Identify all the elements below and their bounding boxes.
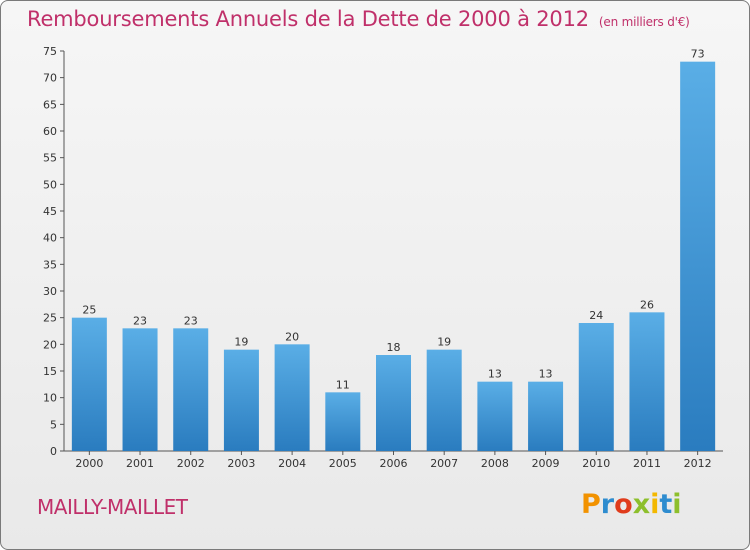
bar — [122, 328, 158, 451]
x-tick-label: 2006 — [380, 457, 408, 470]
bar-value-label: 25 — [82, 304, 96, 317]
bar — [528, 381, 564, 451]
x-tick-label: 2002 — [177, 457, 205, 470]
chart-axes: 0 5 10 15 20 25 30 35 40 45 50 55 60 65 70 75 — [43, 45, 723, 458]
chart-labels: 25 2000 23 2001 23 2002 19 2003 20 2004 11 2005 18 20… — [75, 48, 711, 470]
x-tick-label: 2008 — [481, 457, 509, 470]
bar — [426, 349, 462, 451]
bar-value-label: 18 — [387, 341, 401, 354]
bar-value-label: 23 — [133, 314, 147, 327]
x-tick-label: 2007 — [430, 457, 458, 470]
y-tick-label: 10 — [43, 392, 57, 405]
x-tick-label: 2003 — [227, 457, 255, 470]
bar-value-label: 19 — [437, 336, 451, 349]
y-tick-label: 50 — [43, 178, 57, 191]
y-tick-label: 75 — [43, 45, 57, 58]
x-tick-label: 2001 — [126, 457, 154, 470]
y-tick-label: 20 — [43, 338, 57, 351]
y-tick-label: 15 — [43, 365, 57, 378]
bar — [71, 317, 107, 451]
bar — [223, 349, 259, 451]
bar — [173, 328, 209, 451]
y-tick-label: 55 — [43, 152, 57, 165]
bar — [376, 355, 411, 451]
chart-unit: (en milliers d'€) — [598, 15, 690, 29]
bar — [629, 312, 665, 451]
bar-value-label: 19 — [234, 336, 248, 349]
x-tick-label: 2005 — [329, 457, 357, 470]
chart-title-text: Remboursements Annuels de la Dette de 20… — [27, 7, 589, 31]
x-tick-label: 2004 — [278, 457, 306, 470]
bar — [578, 323, 614, 451]
y-tick-label: 25 — [43, 312, 57, 325]
bar — [680, 61, 716, 452]
y-tick-label: 65 — [43, 98, 57, 111]
bar-value-label: 73 — [691, 48, 705, 61]
bar — [274, 344, 310, 451]
bar-value-label: 26 — [640, 298, 654, 311]
bar-value-label: 24 — [589, 309, 603, 322]
x-tick-label: 2011 — [633, 457, 661, 470]
y-tick-label: 35 — [43, 258, 57, 271]
bar — [325, 392, 361, 451]
y-tick-label: 30 — [43, 285, 57, 298]
proxiti-logo: Proxiti — [581, 489, 682, 520]
x-tick-label: 2000 — [75, 457, 103, 470]
bar — [477, 381, 513, 451]
y-tick-label: 45 — [43, 205, 57, 218]
bar-value-label: 20 — [285, 330, 299, 343]
chart-bars — [71, 61, 716, 452]
y-tick-label: 0 — [50, 445, 57, 458]
y-tick-label: 40 — [43, 232, 57, 245]
x-tick-label: 2010 — [582, 457, 610, 470]
bar-value-label: 11 — [336, 378, 350, 391]
x-tick-label: 2009 — [532, 457, 560, 470]
x-tick-label: 2012 — [684, 457, 712, 470]
bar-value-label: 23 — [184, 314, 198, 327]
y-tick-label: 60 — [43, 125, 57, 138]
bar-value-label: 13 — [539, 368, 553, 381]
chart-title: Remboursements Annuels de la Dette de 20… — [27, 7, 690, 31]
y-tick-label: 5 — [50, 418, 57, 431]
town-name: MAILLY-MAILLET — [37, 495, 188, 519]
bar-value-label: 13 — [488, 368, 502, 381]
y-tick-label: 70 — [43, 72, 57, 85]
